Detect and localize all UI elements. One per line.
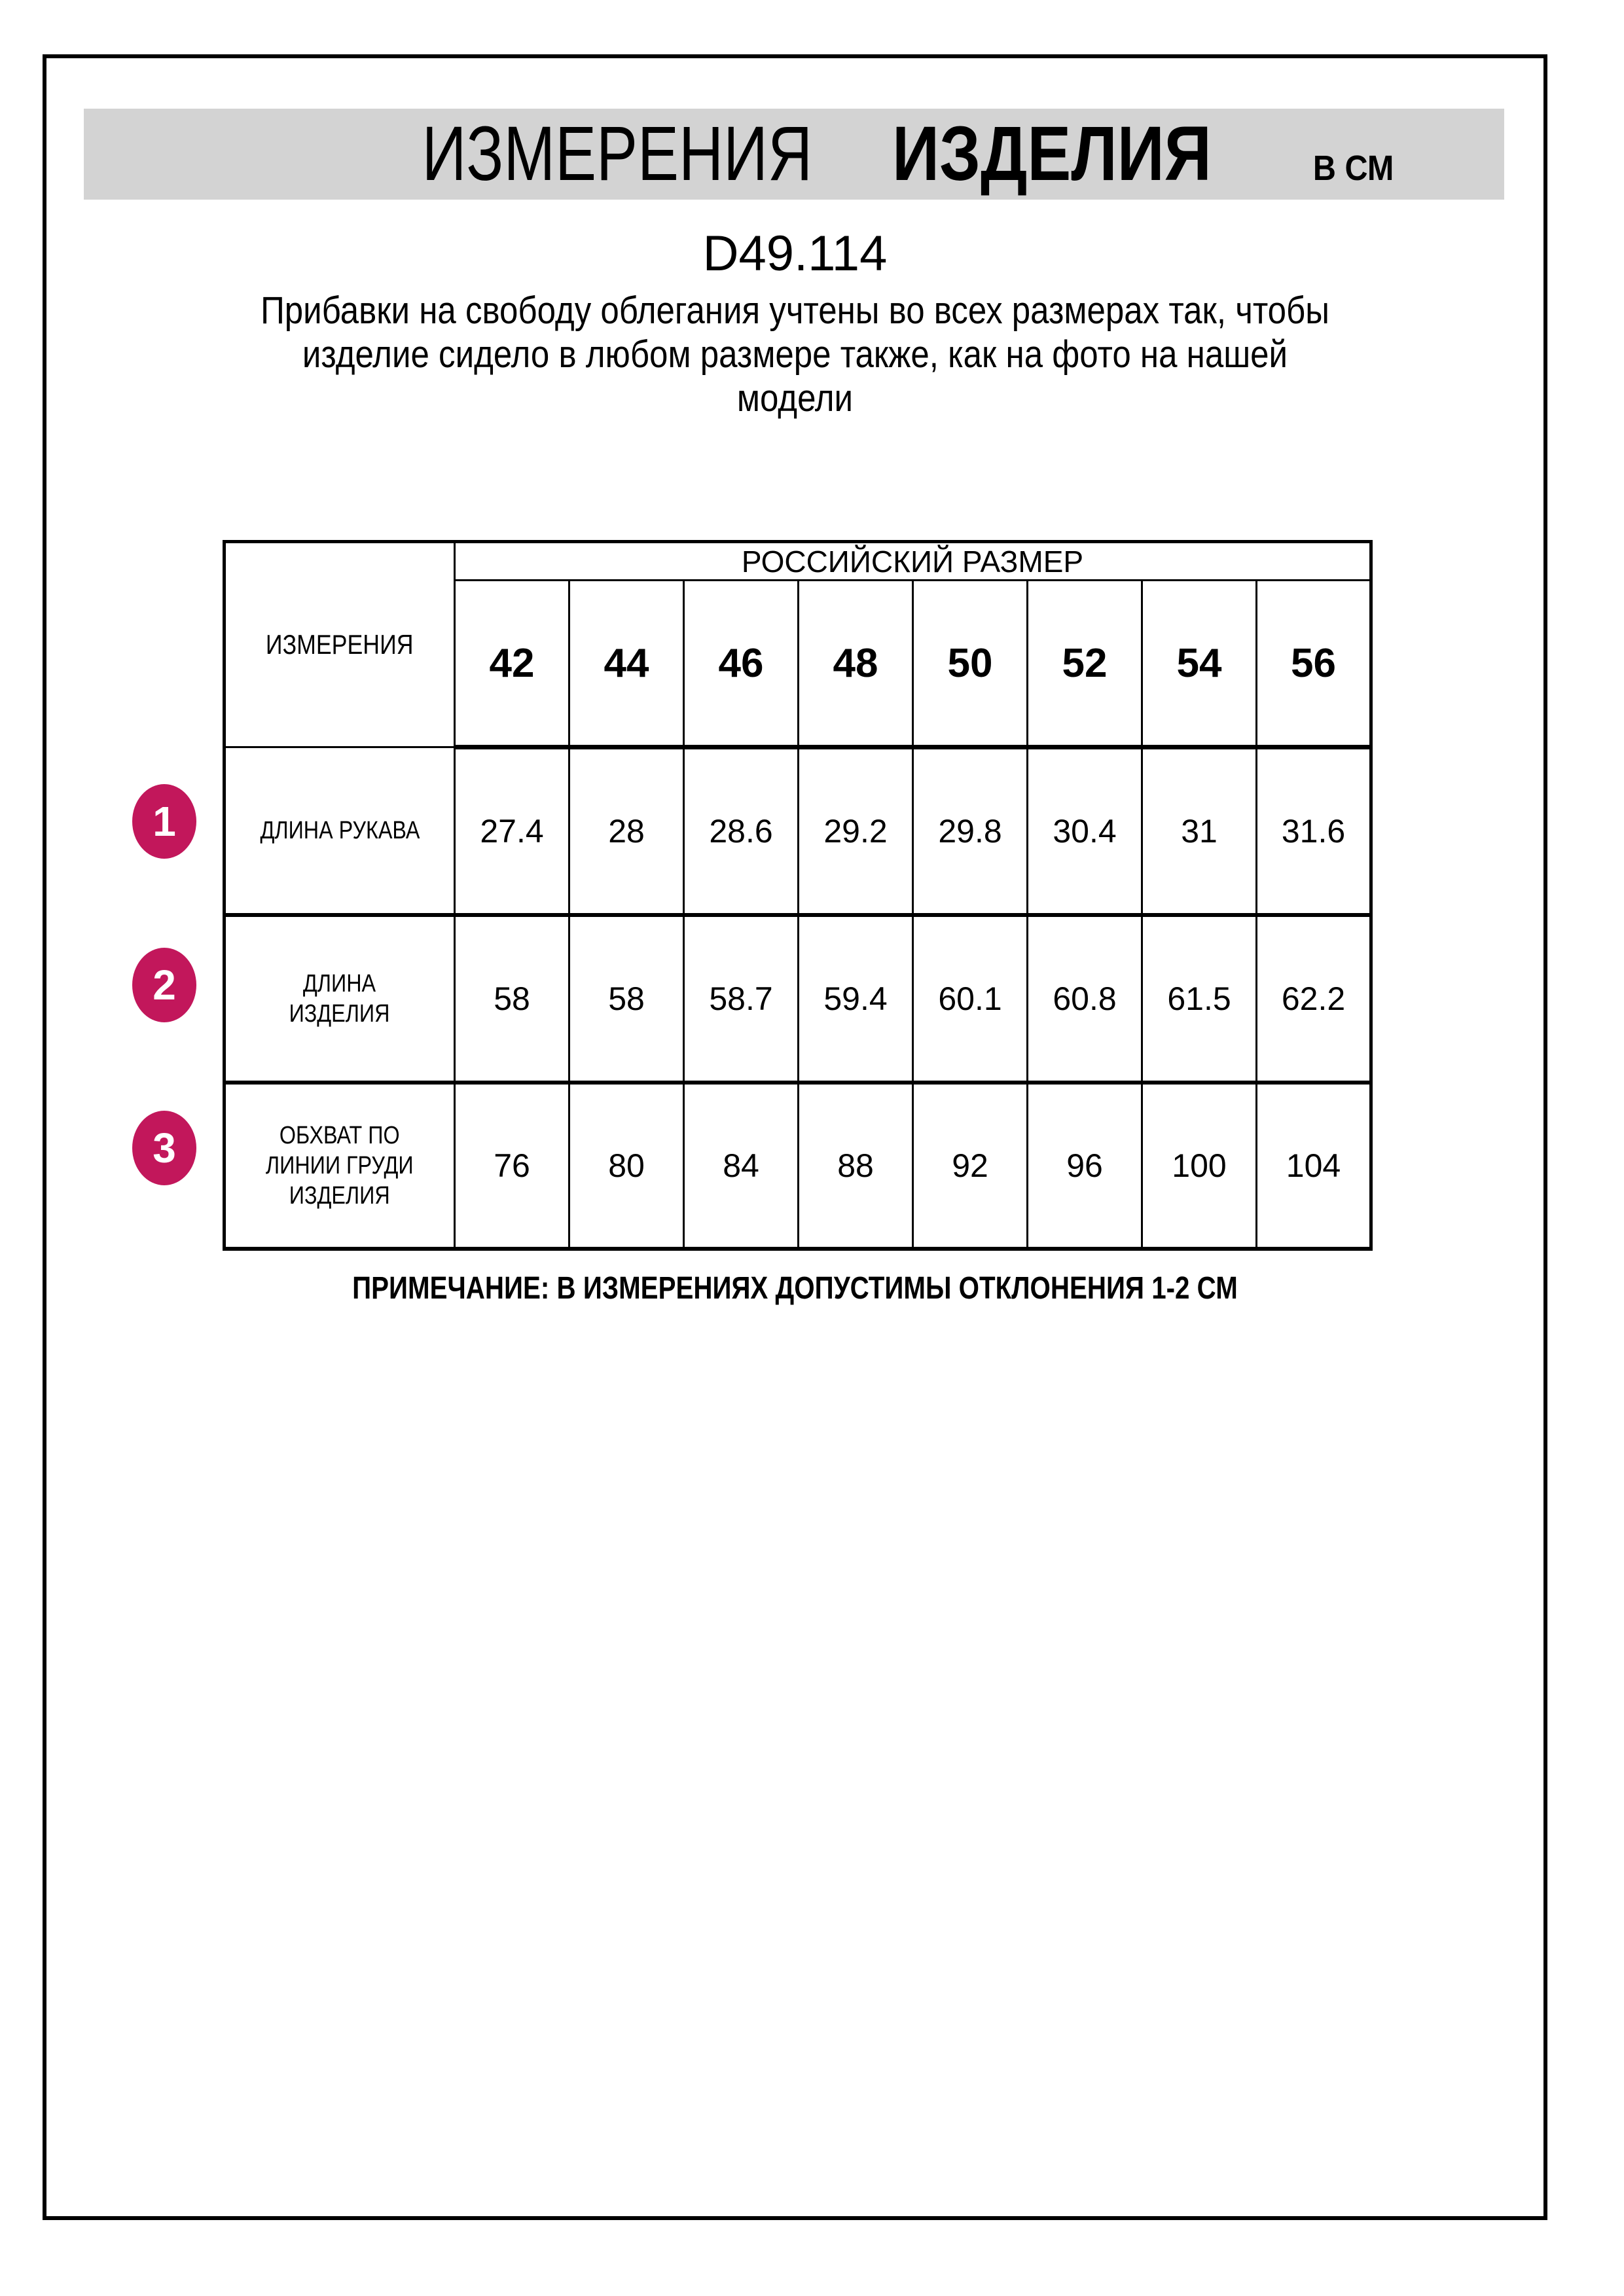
size-header: 56: [1255, 579, 1372, 749]
value-cell: 27.4: [454, 746, 570, 917]
size-table: ИЗМЕРЕНИЯ РОССИЙСКИЙ РАЗМЕР 42 44 46 48 …: [223, 540, 1373, 1251]
value-cell: 60.1: [912, 914, 1028, 1085]
value-cell: 31.6: [1255, 746, 1372, 917]
value-cell: 59.4: [797, 914, 914, 1085]
corner-header-cell: ИЗМЕРЕНИЯ: [223, 541, 456, 748]
product-code: D49.114: [702, 226, 888, 281]
size-header: 46: [683, 579, 799, 749]
size-header: 48: [797, 579, 914, 749]
value-cell: 88: [797, 1081, 914, 1251]
table-row-sleeve-length: ДЛИНА РУКАВА 27.4 28 28.6 29.2 29.8 30.4…: [223, 746, 1372, 917]
value-cell: 92: [912, 1081, 1028, 1251]
subtitle-line: Прибавки на свободу облегания учтены во …: [261, 289, 1329, 332]
row-label: ОБХВАТ ПО ЛИНИИ ГРУДИ ИЗДЕЛИЯ: [266, 1122, 414, 1210]
row-label-cell: ДЛИНА ИЗДЕЛИЯ: [223, 914, 456, 1085]
row-label: ДЛИНА РУКАВА: [260, 817, 420, 844]
value-cell: 60.8: [1026, 914, 1143, 1085]
table-group-header-row: ИЗМЕРЕНИЯ РОССИЙСКИЙ РАЗМЕР: [223, 541, 1372, 748]
value-cell: 28.6: [683, 746, 799, 917]
page-content: ИЗМЕРЕНИЯ ИЗДЕЛИЯ В СМ D49.114 Прибавки …: [46, 58, 1543, 2216]
row-number-3: 3: [153, 1124, 176, 1172]
value-cell: 29.8: [912, 746, 1028, 917]
row-number-1: 1: [153, 798, 176, 845]
table-row-chest-girth: ОБХВАТ ПО ЛИНИИ ГРУДИ ИЗДЕЛИЯ 76 80 84 8…: [223, 1081, 1372, 1251]
title-bar: ИЗМЕРЕНИЯ ИЗДЕЛИЯ В СМ: [84, 109, 1504, 200]
value-cell: 62.2: [1255, 914, 1372, 1085]
row-number-2: 2: [153, 961, 176, 1009]
value-cell: 58.7: [683, 914, 799, 1085]
subtitle-line: модели: [736, 377, 854, 420]
size-header: 50: [912, 579, 1028, 749]
size-header: 52: [1026, 579, 1143, 749]
page-title-product: ИЗДЕЛИЯ: [892, 111, 1212, 197]
footnote: ПРИМЕЧАНИЕ: В ИЗМЕРЕНИЯХ ДОПУСТИМЫ ОТКЛО…: [352, 1271, 1238, 1306]
size-header: 44: [568, 579, 685, 749]
value-cell: 100: [1141, 1081, 1257, 1251]
value-cell: 84: [683, 1081, 799, 1251]
row-label-cell: ДЛИНА РУКАВА: [223, 746, 456, 917]
row-number-badge-3: 3: [132, 1111, 196, 1185]
value-cell: 28: [568, 746, 685, 917]
table-sizes-row: 42 44 46 48 50 52 54 56: [225, 579, 1372, 749]
row-label-cell: ОБХВАТ ПО ЛИНИИ ГРУДИ ИЗДЕЛИЯ: [223, 1081, 456, 1251]
size-header: 42: [454, 579, 570, 749]
group-header-cell: РОССИЙСКИЙ РАЗМЕР: [454, 541, 1372, 581]
row-number-badge-1: 1: [132, 784, 196, 859]
value-cell: 61.5: [1141, 914, 1257, 1085]
value-cell: 96: [1026, 1081, 1143, 1251]
page-border: ИЗМЕРЕНИЯ ИЗДЕЛИЯ В СМ D49.114 Прибавки …: [43, 54, 1547, 2220]
value-cell: 58: [454, 914, 570, 1085]
row-label: ДЛИНА ИЗДЕЛИЯ: [289, 970, 390, 1028]
table-row-product-length: ДЛИНА ИЗДЕЛИЯ 58 58 58.7 59.4 60.1 60.8 …: [223, 914, 1372, 1085]
row-number-badge-2: 2: [132, 948, 196, 1022]
page-title-measurements: ИЗМЕРЕНИЯ: [422, 111, 813, 197]
value-cell: 58: [568, 914, 685, 1085]
corner-header-label: ИЗМЕРЕНИЯ: [266, 629, 414, 660]
value-cell: 76: [454, 1081, 570, 1251]
size-header: 54: [1141, 579, 1257, 749]
subtitle: Прибавки на свободу облегания учтены во …: [136, 289, 1454, 420]
value-cell: 30.4: [1026, 746, 1143, 917]
value-cell: 31: [1141, 746, 1257, 917]
value-cell: 104: [1255, 1081, 1372, 1251]
page-title-units: В СМ: [1312, 149, 1394, 188]
value-cell: 29.2: [797, 746, 914, 917]
value-cell: 80: [568, 1081, 685, 1251]
subtitle-line: изделие сидело в любом размере также, ка…: [302, 333, 1288, 376]
